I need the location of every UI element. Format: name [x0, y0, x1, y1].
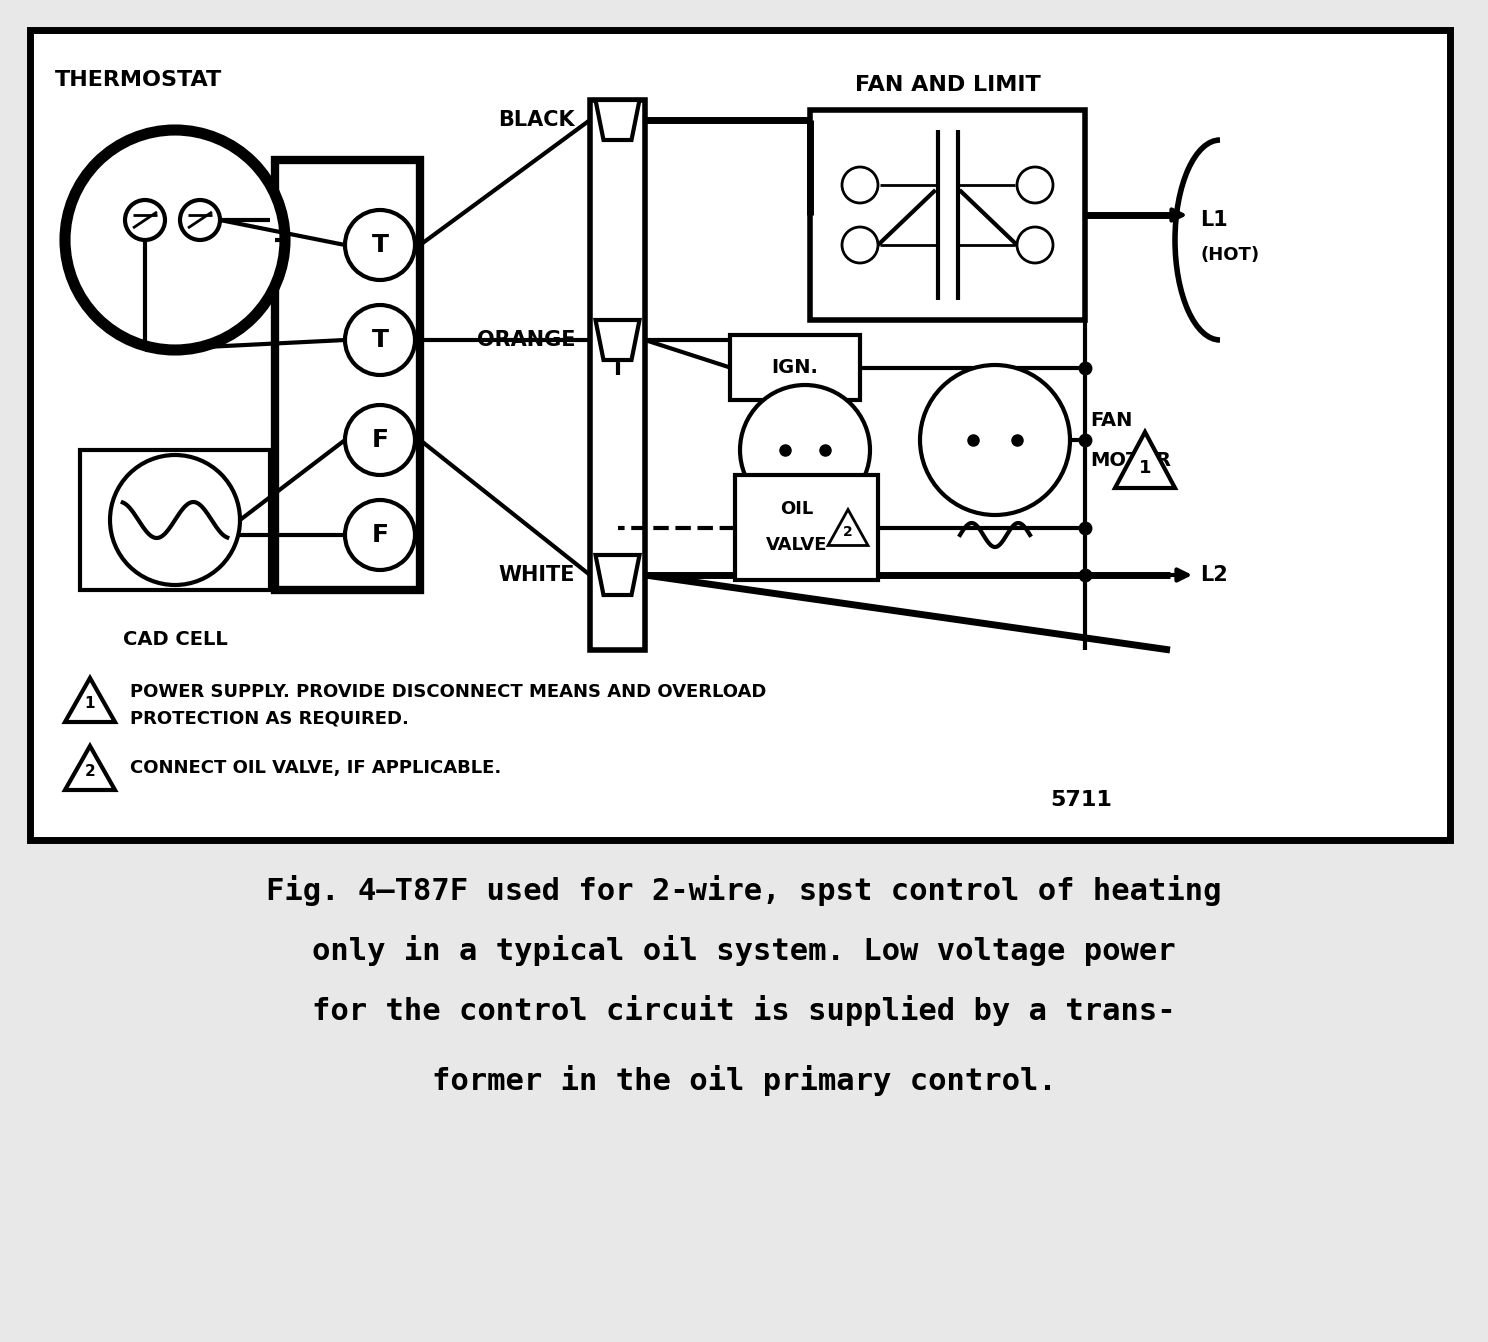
Text: F: F: [372, 523, 388, 548]
Text: BURNER: BURNER: [760, 530, 850, 549]
Text: BLACK: BLACK: [498, 110, 574, 130]
Polygon shape: [595, 556, 640, 595]
Text: 5711: 5711: [1051, 790, 1112, 811]
Text: CONNECT OIL VALVE, IF APPLICABLE.: CONNECT OIL VALVE, IF APPLICABLE.: [129, 760, 501, 777]
Text: only in a typical oil system. Low voltage power: only in a typical oil system. Low voltag…: [312, 934, 1176, 965]
Text: FAN: FAN: [1091, 411, 1132, 429]
Text: Fig. 4–T87F used for 2-wire, spst control of heating: Fig. 4–T87F used for 2-wire, spst contro…: [266, 875, 1222, 906]
Text: 2: 2: [844, 525, 853, 538]
Text: PROTECTION AS REQUIRED.: PROTECTION AS REQUIRED.: [129, 709, 409, 727]
Polygon shape: [595, 101, 640, 140]
Polygon shape: [65, 678, 115, 722]
Polygon shape: [827, 510, 868, 545]
Text: for the control circuit is supplied by a trans-: for the control circuit is supplied by a…: [312, 994, 1176, 1025]
Polygon shape: [595, 319, 640, 360]
Text: MOTOR: MOTOR: [1091, 451, 1171, 470]
Text: L2: L2: [1199, 565, 1228, 585]
Bar: [731, 336, 860, 400]
Text: FAN AND LIMIT: FAN AND LIMIT: [854, 75, 1040, 95]
Text: VALVE: VALVE: [766, 537, 827, 554]
Text: L1: L1: [1199, 209, 1228, 229]
Circle shape: [920, 365, 1070, 515]
Bar: [735, 475, 878, 580]
Text: (HOT): (HOT): [1199, 246, 1259, 264]
Bar: [809, 110, 1085, 319]
Circle shape: [345, 501, 415, 570]
Text: former in the oil primary control.: former in the oil primary control.: [432, 1064, 1056, 1095]
Text: IGN.: IGN.: [772, 358, 818, 377]
Text: 2: 2: [85, 765, 95, 780]
Text: OIL: OIL: [780, 501, 812, 518]
Text: T: T: [372, 234, 388, 258]
Text: WHITE: WHITE: [498, 565, 574, 585]
Text: 1: 1: [85, 696, 95, 711]
Circle shape: [345, 405, 415, 475]
Text: T: T: [372, 327, 388, 352]
Circle shape: [180, 200, 220, 240]
Circle shape: [842, 227, 878, 263]
Bar: [80, 450, 269, 590]
Text: CAD CELL: CAD CELL: [122, 629, 228, 650]
Circle shape: [110, 455, 240, 585]
Polygon shape: [65, 746, 115, 790]
Text: POWER SUPPLY. PROVIDE DISCONNECT MEANS AND OVERLOAD: POWER SUPPLY. PROVIDE DISCONNECT MEANS A…: [129, 683, 766, 701]
Polygon shape: [1115, 432, 1176, 488]
Text: THERMOSTAT: THERMOSTAT: [55, 70, 222, 90]
Circle shape: [1016, 227, 1054, 263]
Circle shape: [125, 200, 165, 240]
Circle shape: [740, 385, 870, 515]
Bar: [591, 101, 644, 650]
Bar: [275, 160, 420, 590]
Bar: [30, 30, 1449, 840]
Circle shape: [345, 305, 415, 374]
Circle shape: [345, 209, 415, 280]
Text: ORANGE: ORANGE: [476, 330, 574, 350]
Text: F: F: [372, 428, 388, 452]
Circle shape: [1016, 166, 1054, 203]
Circle shape: [65, 130, 286, 350]
Circle shape: [842, 166, 878, 203]
Text: 1: 1: [1138, 459, 1152, 476]
